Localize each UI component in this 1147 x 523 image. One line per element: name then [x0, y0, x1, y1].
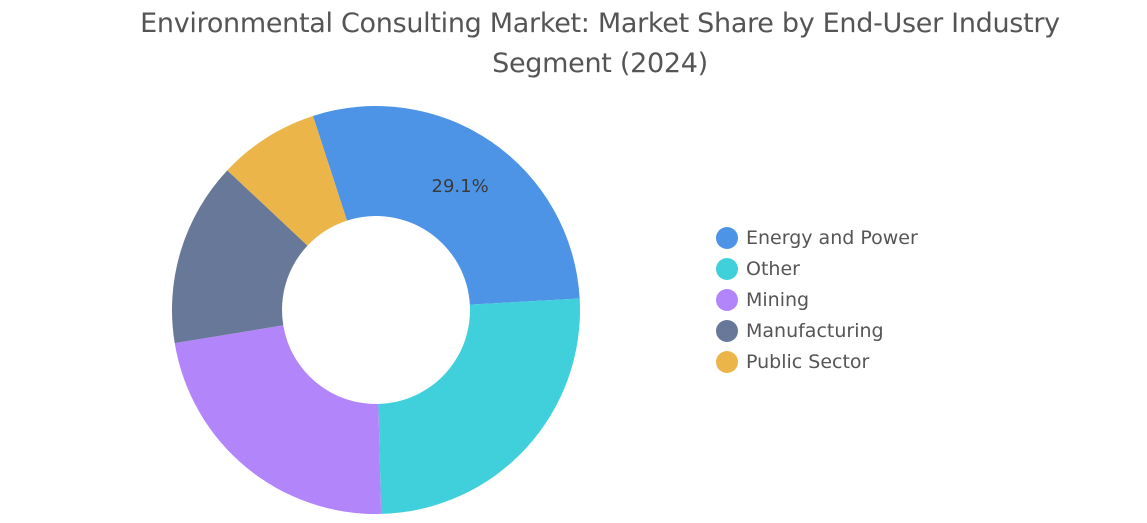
legend-label: Energy and Power — [746, 226, 918, 249]
legend-label: Public Sector — [746, 350, 870, 373]
legend-swatch-icon — [716, 257, 738, 280]
donut-slice-manufacturing — [172, 170, 308, 344]
legend-item-other[interactable]: Other — [716, 253, 918, 284]
donut-slice-other — [378, 298, 580, 514]
legend-item-mining[interactable]: Mining — [716, 284, 918, 315]
legend-swatch-icon — [716, 288, 738, 311]
legend-label: Mining — [746, 288, 810, 311]
legend-item-manufacturing[interactable]: Manufacturing — [716, 315, 918, 346]
legend-label: Manufacturing — [746, 319, 884, 342]
legend-item-public-sector[interactable]: Public Sector — [716, 346, 918, 377]
donut-slice-public-sector — [227, 115, 347, 246]
legend-label: Other — [746, 257, 800, 280]
data-label-energy-and-power: 29.1% — [432, 176, 489, 197]
legend-swatch-icon — [716, 226, 738, 249]
legend-swatch-icon — [716, 319, 738, 342]
chart-title-line-2: Segment (2024) — [492, 48, 708, 79]
legend-swatch-icon — [716, 350, 738, 373]
chart-title: Environmental Consulting Market: Market … — [0, 4, 1147, 84]
donut-slice-mining — [174, 325, 382, 514]
donut-slice-energy-and-power — [312, 106, 580, 305]
chart-title-line-1: Environmental Consulting Market: Market … — [140, 8, 1060, 39]
donut-data-labels: 29.1% — [432, 176, 489, 197]
legend-item-energy-and-power[interactable]: Energy and Power — [716, 222, 918, 253]
chart-legend: Energy and Power Other Mining Manufacturing… — [716, 222, 918, 377]
donut-slices — [172, 106, 580, 514]
